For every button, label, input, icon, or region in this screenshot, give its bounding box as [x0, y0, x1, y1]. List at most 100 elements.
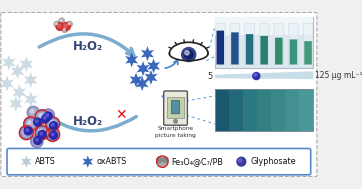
- Circle shape: [43, 116, 46, 119]
- FancyBboxPatch shape: [172, 101, 180, 114]
- Text: Glyphosate: Glyphosate: [250, 157, 296, 166]
- FancyBboxPatch shape: [231, 32, 239, 64]
- Polygon shape: [9, 96, 23, 112]
- Polygon shape: [144, 70, 157, 85]
- FancyBboxPatch shape: [303, 23, 313, 65]
- Polygon shape: [24, 72, 38, 88]
- Circle shape: [38, 130, 46, 138]
- FancyBboxPatch shape: [7, 149, 311, 175]
- Polygon shape: [83, 156, 93, 168]
- FancyBboxPatch shape: [215, 23, 225, 65]
- Circle shape: [182, 48, 196, 62]
- Circle shape: [26, 119, 35, 128]
- Circle shape: [34, 118, 42, 126]
- Polygon shape: [147, 59, 160, 74]
- Circle shape: [31, 135, 43, 148]
- FancyBboxPatch shape: [304, 41, 312, 64]
- Circle shape: [157, 157, 162, 163]
- FancyBboxPatch shape: [260, 36, 268, 64]
- Circle shape: [50, 131, 58, 139]
- Circle shape: [50, 121, 53, 124]
- Polygon shape: [215, 71, 313, 79]
- Circle shape: [40, 132, 43, 135]
- Polygon shape: [141, 46, 154, 61]
- FancyBboxPatch shape: [215, 17, 313, 68]
- Circle shape: [50, 131, 53, 135]
- Circle shape: [55, 23, 58, 25]
- Circle shape: [44, 112, 52, 120]
- Circle shape: [158, 157, 167, 166]
- Text: 125 μg mL⁻¹: 125 μg mL⁻¹: [315, 71, 362, 80]
- Circle shape: [63, 28, 65, 30]
- Circle shape: [51, 133, 54, 136]
- Circle shape: [35, 138, 38, 141]
- Text: H₂O₂: H₂O₂: [73, 115, 103, 128]
- Circle shape: [22, 128, 31, 137]
- Circle shape: [254, 74, 257, 76]
- Circle shape: [59, 18, 64, 24]
- Circle shape: [67, 21, 72, 27]
- FancyBboxPatch shape: [274, 23, 284, 65]
- Text: ABTS: ABTS: [35, 157, 56, 166]
- FancyBboxPatch shape: [299, 89, 313, 131]
- Circle shape: [62, 22, 70, 30]
- FancyBboxPatch shape: [167, 97, 184, 118]
- Polygon shape: [125, 52, 138, 67]
- Polygon shape: [136, 76, 149, 91]
- Polygon shape: [2, 55, 16, 70]
- Circle shape: [163, 157, 168, 163]
- Text: H₂O₂: H₂O₂: [73, 40, 103, 53]
- FancyBboxPatch shape: [243, 89, 257, 131]
- Circle shape: [68, 23, 70, 25]
- Circle shape: [184, 50, 193, 59]
- Circle shape: [48, 130, 57, 139]
- Circle shape: [44, 111, 52, 119]
- Circle shape: [39, 130, 43, 133]
- Text: ✕: ✕: [115, 108, 127, 122]
- Circle shape: [62, 27, 68, 32]
- FancyBboxPatch shape: [215, 17, 313, 35]
- Circle shape: [64, 24, 67, 27]
- Circle shape: [34, 138, 37, 142]
- Circle shape: [50, 122, 58, 130]
- Circle shape: [34, 137, 42, 145]
- Circle shape: [23, 130, 27, 133]
- Circle shape: [38, 128, 46, 137]
- Circle shape: [42, 115, 50, 123]
- Circle shape: [58, 24, 61, 27]
- FancyBboxPatch shape: [245, 23, 254, 65]
- Circle shape: [45, 112, 49, 115]
- Circle shape: [56, 22, 64, 30]
- Polygon shape: [130, 73, 143, 88]
- Circle shape: [39, 114, 43, 117]
- Circle shape: [174, 119, 177, 123]
- Circle shape: [30, 109, 34, 113]
- Polygon shape: [20, 56, 33, 72]
- Circle shape: [51, 123, 54, 126]
- Circle shape: [25, 118, 37, 130]
- Circle shape: [36, 111, 48, 123]
- FancyBboxPatch shape: [285, 89, 299, 131]
- FancyBboxPatch shape: [1, 12, 317, 177]
- FancyBboxPatch shape: [216, 31, 224, 64]
- Circle shape: [26, 129, 29, 131]
- FancyBboxPatch shape: [275, 38, 283, 64]
- Circle shape: [38, 112, 46, 121]
- Circle shape: [237, 157, 246, 166]
- Circle shape: [54, 21, 60, 27]
- FancyBboxPatch shape: [289, 23, 298, 65]
- Circle shape: [35, 120, 38, 123]
- Circle shape: [28, 121, 31, 124]
- Circle shape: [42, 109, 54, 121]
- Circle shape: [33, 137, 41, 146]
- Circle shape: [46, 128, 59, 141]
- FancyBboxPatch shape: [246, 34, 253, 64]
- FancyBboxPatch shape: [215, 89, 229, 131]
- FancyBboxPatch shape: [259, 23, 269, 65]
- Circle shape: [60, 20, 62, 22]
- Circle shape: [48, 119, 57, 128]
- Circle shape: [46, 114, 49, 116]
- Circle shape: [185, 51, 189, 55]
- Polygon shape: [11, 63, 24, 79]
- Polygon shape: [24, 91, 38, 107]
